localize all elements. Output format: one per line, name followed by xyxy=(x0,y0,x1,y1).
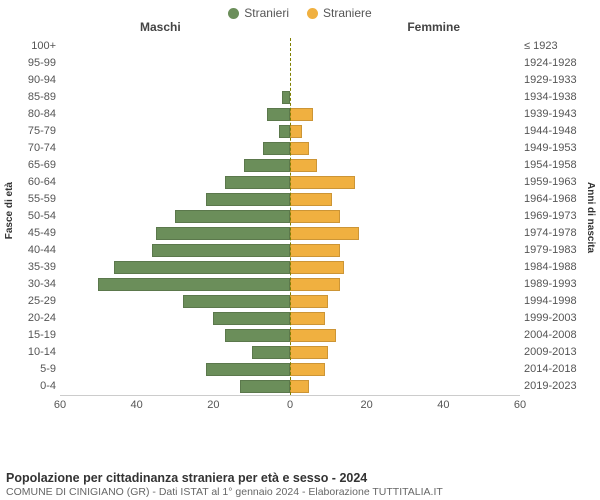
age-label: 40-44 xyxy=(0,242,60,259)
legend-item-female: Straniere xyxy=(307,6,372,20)
legend: Stranieri Straniere xyxy=(0,0,600,20)
x-tick: 0 xyxy=(287,399,293,411)
age-label: 15-19 xyxy=(0,327,60,344)
age-label: 60-64 xyxy=(0,174,60,191)
age-label: 25-29 xyxy=(0,293,60,310)
birth-label: 1994-1998 xyxy=(520,293,600,310)
male-swatch xyxy=(228,8,239,19)
age-label: 50-54 xyxy=(0,208,60,225)
age-label: 95-99 xyxy=(0,55,60,72)
legend-female-label: Straniere xyxy=(323,6,372,20)
chart-area: Fasce di età Anni di nascita 100+≤ 19239… xyxy=(0,38,600,395)
age-label: 45-49 xyxy=(0,225,60,242)
age-label: 80-84 xyxy=(0,106,60,123)
chart-subtitle: COMUNE DI CINIGIANO (GR) - Dati ISTAT al… xyxy=(6,486,594,498)
birth-label: 2004-2008 xyxy=(520,327,600,344)
x-tick: 20 xyxy=(207,399,219,411)
chart-title: Popolazione per cittadinanza straniera p… xyxy=(6,471,594,485)
birth-label: 1954-1958 xyxy=(520,157,600,174)
age-label: 10-14 xyxy=(0,344,60,361)
age-label: 75-79 xyxy=(0,123,60,140)
x-tick: 60 xyxy=(514,399,526,411)
x-tick: 60 xyxy=(54,399,66,411)
age-label: 65-69 xyxy=(0,157,60,174)
birth-label: 1939-1943 xyxy=(520,106,600,123)
birth-label: 1984-1988 xyxy=(520,259,600,276)
age-label: 85-89 xyxy=(0,89,60,106)
age-label: 0-4 xyxy=(0,378,60,395)
birth-label: 1989-1993 xyxy=(520,276,600,293)
age-label: 70-74 xyxy=(0,140,60,157)
age-label: 20-24 xyxy=(0,310,60,327)
x-tick: 40 xyxy=(437,399,449,411)
birth-label: ≤ 1923 xyxy=(520,38,600,55)
birth-label: 1974-1978 xyxy=(520,225,600,242)
birth-label: 1969-1973 xyxy=(520,208,600,225)
x-tick: 40 xyxy=(131,399,143,411)
age-label: 55-59 xyxy=(0,191,60,208)
column-headers: Maschi Femmine xyxy=(0,20,600,36)
birth-label: 1999-2003 xyxy=(520,310,600,327)
age-label: 35-39 xyxy=(0,259,60,276)
plot-overlay xyxy=(60,38,520,395)
x-tick: 20 xyxy=(361,399,373,411)
birth-label: 1934-1938 xyxy=(520,89,600,106)
age-label: 5-9 xyxy=(0,361,60,378)
birth-label: 1949-1953 xyxy=(520,140,600,157)
legend-male-label: Stranieri xyxy=(244,6,289,20)
birth-label: 1964-1968 xyxy=(520,191,600,208)
birth-label: 1979-1983 xyxy=(520,242,600,259)
center-line xyxy=(290,38,291,395)
header-female: Femmine xyxy=(407,20,460,34)
birth-label: 2019-2023 xyxy=(520,378,600,395)
birth-label: 1924-1928 xyxy=(520,55,600,72)
birth-label: 2014-2018 xyxy=(520,361,600,378)
female-swatch xyxy=(307,8,318,19)
x-axis: 6040200204060 xyxy=(60,395,520,416)
footer: Popolazione per cittadinanza straniera p… xyxy=(6,471,594,498)
birth-label: 1944-1948 xyxy=(520,123,600,140)
header-male: Maschi xyxy=(140,20,181,34)
age-label: 100+ xyxy=(0,38,60,55)
birth-label: 2009-2013 xyxy=(520,344,600,361)
birth-label: 1929-1933 xyxy=(520,72,600,89)
age-label: 90-94 xyxy=(0,72,60,89)
birth-label: 1959-1963 xyxy=(520,174,600,191)
legend-item-male: Stranieri xyxy=(228,6,289,20)
age-label: 30-34 xyxy=(0,276,60,293)
